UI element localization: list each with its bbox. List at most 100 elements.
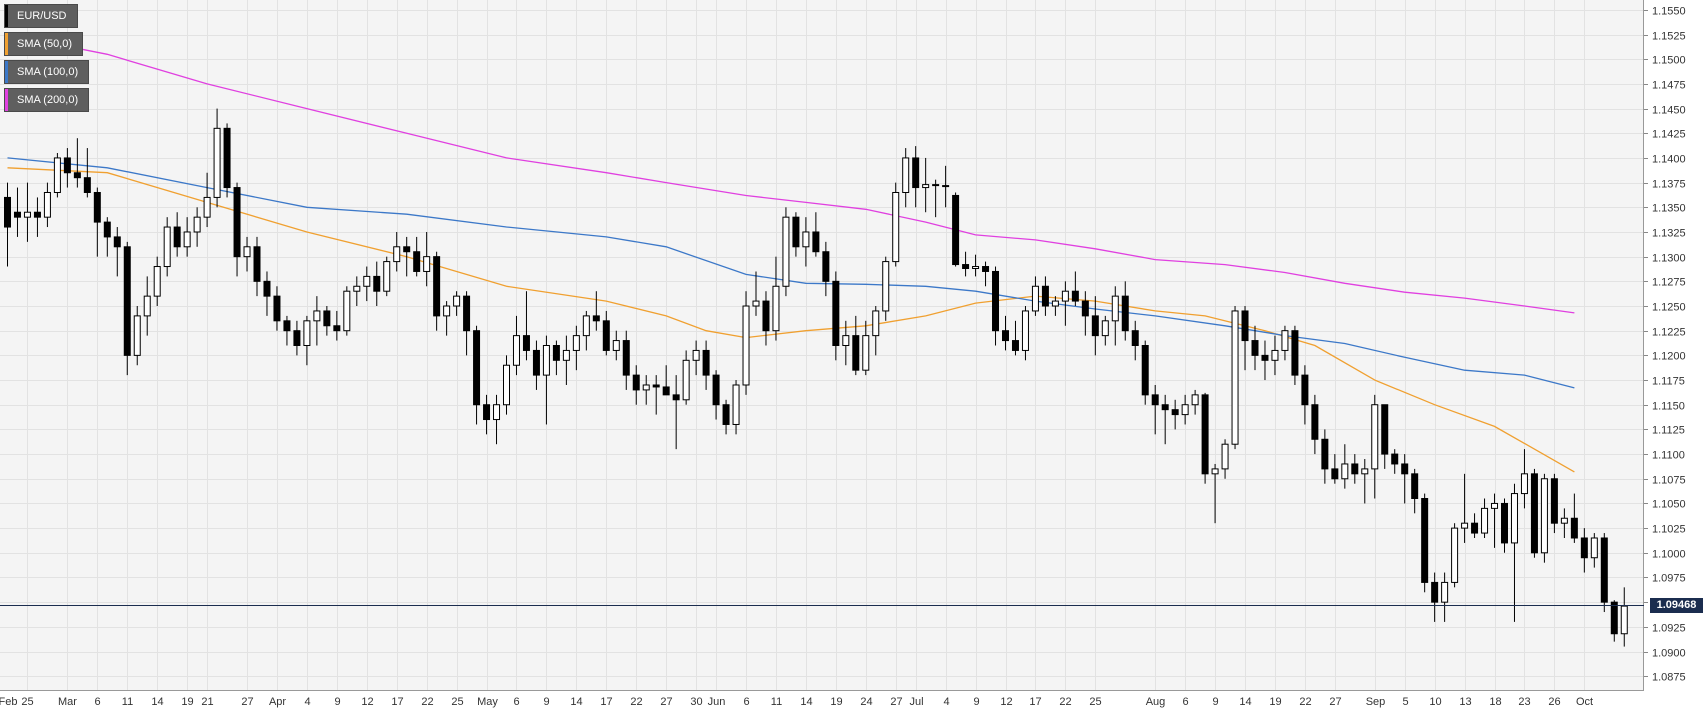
candle-body: [273, 295, 281, 322]
candle-body: [602, 320, 610, 351]
x-tick-label: 11: [122, 696, 133, 708]
x-tick-label: 26: [1548, 696, 1560, 708]
candle-body: [1451, 527, 1459, 583]
candle-body: [762, 300, 770, 332]
candle-body: [542, 345, 550, 376]
y-tick-label: 1.1200: [1652, 351, 1686, 363]
x-tick-label: 14: [570, 696, 582, 708]
y-tick-label: 1.1175: [1652, 376, 1685, 388]
x-tick-label: 30: [690, 696, 702, 708]
plot-area[interactable]: [0, 0, 1643, 690]
x-tick-label: 19: [830, 696, 842, 708]
candle-body: [692, 349, 700, 361]
candle-body: [1620, 605, 1628, 635]
candle-body: [802, 231, 810, 248]
candle-body: [562, 349, 570, 361]
candle-body: [1191, 394, 1199, 406]
candle-body: [752, 300, 760, 307]
candle-body: [1081, 300, 1089, 317]
y-tick-label: 1.0925: [1652, 623, 1686, 635]
candle-body: [383, 261, 391, 292]
candle-body: [1321, 438, 1329, 470]
x-tick-label: Jun: [708, 696, 726, 708]
sma100-line: [7, 157, 1575, 389]
candle-body: [1251, 340, 1259, 356]
x-tick-label: 14: [1239, 696, 1251, 708]
x-tick-label: 9: [1212, 696, 1218, 708]
candle-body: [1341, 463, 1349, 480]
candle-body: [283, 320, 291, 332]
y-tick-label: 1.1225: [1652, 327, 1686, 339]
candle-body: [1461, 522, 1469, 529]
candle-body: [702, 349, 710, 376]
candle-body: [133, 315, 141, 356]
candle-body: [522, 335, 530, 351]
candle-body: [463, 295, 471, 332]
candle-body: [1161, 404, 1169, 411]
y-tick-label: 1.0900: [1652, 648, 1686, 660]
candle-body: [1351, 463, 1359, 475]
x-tick-label: 24: [860, 696, 872, 708]
legend-eurusd[interactable]: EUR/USD: [4, 4, 78, 28]
candle-body: [1151, 394, 1159, 406]
candle-body: [333, 325, 341, 332]
candle-body: [213, 127, 221, 198]
candle-body: [1271, 349, 1279, 361]
y-tick-label: 1.1425: [1652, 129, 1686, 141]
candle-body: [652, 384, 660, 388]
y-tick-label: 1.1000: [1652, 549, 1686, 561]
legend-sma100-label: SMA (100,0): [17, 66, 79, 78]
x-tick-label: 19: [1269, 696, 1281, 708]
legend-sma50[interactable]: SMA (50,0): [4, 32, 84, 56]
candle-body: [23, 211, 31, 218]
legend-sma200[interactable]: SMA (200,0): [4, 88, 90, 112]
x-tick-label: 22: [1059, 696, 1071, 708]
candle-body: [33, 211, 41, 218]
legend-sma100[interactable]: SMA (100,0): [4, 60, 90, 84]
candle-body: [453, 295, 461, 307]
candle-body: [153, 266, 161, 297]
candle-body: [1590, 537, 1598, 559]
x-tick-label: 12: [1000, 696, 1012, 708]
x-tick-label: 27: [1329, 696, 1341, 708]
candle-body: [1570, 517, 1578, 539]
candle-body: [1431, 581, 1439, 603]
candle-body: [1520, 473, 1528, 495]
candle-body: [1002, 330, 1009, 342]
candle-body: [732, 384, 740, 425]
candle-body: [1171, 409, 1179, 416]
candle-body: [423, 256, 431, 272]
candle-body: [173, 226, 181, 248]
candle-body: [992, 270, 1000, 332]
candle-body: [902, 157, 910, 193]
candle-body: [842, 335, 850, 346]
x-tick-label: 12: [361, 696, 373, 708]
candle-body: [922, 184, 930, 189]
candle-body: [313, 310, 321, 322]
x-tick-label: Feb: [0, 696, 17, 708]
x-tick-label: 6: [513, 696, 519, 708]
candle-body: [243, 246, 251, 258]
candle-body: [1411, 473, 1419, 500]
candle-body: [892, 191, 900, 263]
x-axis-panel: [0, 690, 1707, 712]
candle-body: [612, 340, 620, 351]
candle-body: [83, 177, 91, 193]
y-tick-label: 1.1250: [1652, 302, 1686, 314]
candle-body: [263, 280, 271, 297]
y-tick-label: 1.0975: [1652, 573, 1686, 585]
candle-body: [552, 345, 560, 361]
y-tick-label: 1.1325: [1652, 228, 1686, 240]
candle-body: [1331, 468, 1339, 480]
candle-body: [822, 251, 830, 282]
y-tick-label: 1.1100: [1652, 450, 1685, 462]
candle-body: [962, 264, 970, 270]
x-tick-label: 25: [21, 696, 33, 708]
candle-body: [43, 191, 51, 218]
candle-body: [852, 335, 860, 371]
candle-body: [1241, 310, 1249, 342]
candle-body: [812, 231, 820, 253]
candle-body: [1311, 404, 1319, 440]
